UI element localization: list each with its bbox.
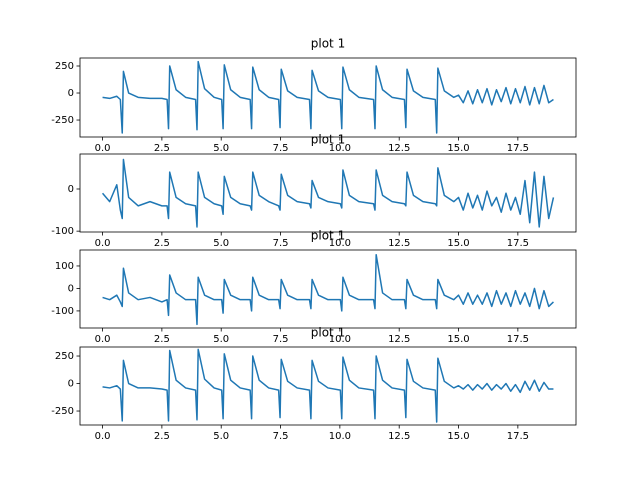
x-tick-label: 17.5 bbox=[507, 143, 529, 154]
plot-title: plot 1 bbox=[311, 326, 345, 340]
x-tick-label: 12.5 bbox=[388, 334, 410, 345]
y-tick-label: 250 bbox=[55, 61, 74, 72]
x-tick-label: 10.0 bbox=[329, 334, 351, 345]
x-tick-label: 17.5 bbox=[507, 238, 529, 249]
x-tick-label: 0.0 bbox=[95, 431, 111, 442]
plot-title: plot 1 bbox=[311, 37, 345, 51]
x-tick-label: 10.0 bbox=[329, 238, 351, 249]
x-tick-label: 0.0 bbox=[95, 334, 111, 345]
plot-title: plot 1 bbox=[311, 229, 345, 243]
signal-line bbox=[102, 348, 554, 423]
x-tick-label: 5.0 bbox=[213, 238, 229, 249]
y-tick-label: -250 bbox=[51, 115, 74, 126]
axes-frame bbox=[79, 249, 577, 329]
signal-line bbox=[102, 253, 554, 326]
x-tick-label: 12.5 bbox=[388, 143, 410, 154]
y-tick-label: -250 bbox=[51, 406, 74, 417]
y-tick-label: -100 bbox=[51, 226, 74, 237]
plot-title: plot 1 bbox=[311, 133, 345, 147]
x-tick-label: 10.0 bbox=[329, 431, 351, 442]
x-tick-label: 12.5 bbox=[388, 431, 410, 442]
x-tick-label: 15.0 bbox=[447, 238, 469, 249]
axes-frame bbox=[79, 346, 577, 426]
y-tick-label: 0 bbox=[68, 283, 74, 294]
x-tick-label: 5.0 bbox=[213, 431, 229, 442]
signal-line bbox=[102, 60, 554, 134]
x-tick-label: 7.5 bbox=[273, 143, 289, 154]
x-tick-label: 10.0 bbox=[329, 143, 351, 154]
x-tick-label: 12.5 bbox=[388, 238, 410, 249]
x-tick-label: 17.5 bbox=[507, 431, 529, 442]
x-tick-label: 17.5 bbox=[507, 334, 529, 345]
axes-frame bbox=[79, 57, 577, 138]
x-tick-label: 15.0 bbox=[447, 143, 469, 154]
x-tick-label: 2.5 bbox=[154, 431, 170, 442]
x-tick-label: 15.0 bbox=[447, 334, 469, 345]
signal-line bbox=[101, 158, 555, 228]
x-tick-label: 7.5 bbox=[273, 334, 289, 345]
y-tick-label: 0 bbox=[68, 88, 74, 99]
x-tick-label: 0.0 bbox=[95, 143, 111, 154]
x-tick-label: 2.5 bbox=[154, 143, 170, 154]
x-tick-label: 7.5 bbox=[273, 238, 289, 249]
x-tick-label: 5.0 bbox=[213, 143, 229, 154]
y-tick-label: -100 bbox=[51, 306, 74, 317]
y-tick-label: 0 bbox=[68, 184, 74, 195]
y-tick-label: 0 bbox=[68, 379, 74, 390]
x-tick-label: 2.5 bbox=[154, 334, 170, 345]
x-tick-label: 0.0 bbox=[95, 238, 111, 249]
x-tick-label: 2.5 bbox=[154, 238, 170, 249]
x-tick-label: 7.5 bbox=[273, 431, 289, 442]
axes-frame bbox=[79, 153, 577, 233]
x-tick-label: 15.0 bbox=[447, 431, 469, 442]
x-tick-label: 5.0 bbox=[213, 334, 229, 345]
y-tick-label: 250 bbox=[55, 351, 74, 362]
y-tick-label: 100 bbox=[55, 261, 74, 272]
